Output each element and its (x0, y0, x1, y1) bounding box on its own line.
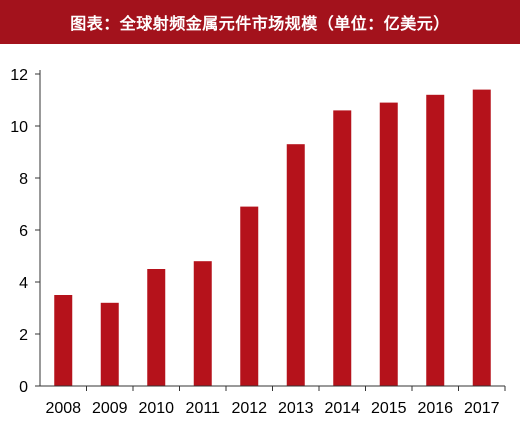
x-tick-label: 2010 (138, 400, 174, 417)
bar-2015 (379, 102, 398, 386)
x-tick-label: 2011 (186, 400, 221, 417)
bar-2016 (426, 94, 445, 387)
x-axis: 2008 2009 2010 2011 2012 2013 2014 2015 2016 2017 (40, 385, 506, 417)
bar-2011 (193, 261, 212, 386)
bar-2008 (54, 295, 73, 386)
y-tick-label: 0 (19, 379, 28, 396)
x-tick-label: 2012 (231, 400, 267, 417)
x-tick-label: 2015 (371, 400, 407, 417)
chart-title: 图表：全球射频金属元件市场规模（单位：亿美元） (70, 14, 450, 33)
x-tick-label: 2013 (278, 400, 314, 417)
y-tick-label: 10 (10, 119, 28, 136)
bars (54, 89, 491, 387)
chart-title-bar: 图表：全球射频金属元件市场规模（单位：亿美元） (0, 0, 520, 44)
bar-2013 (286, 144, 305, 386)
y-axis: 0 2 4 6 8 10 12 (10, 67, 41, 396)
x-tick-label: 2009 (92, 400, 128, 417)
y-tick-label: 8 (19, 171, 28, 188)
bar-2010 (147, 269, 166, 386)
y-tick-label: 12 (10, 67, 28, 84)
y-tick-label: 4 (19, 275, 28, 292)
y-tick-label: 2 (19, 327, 28, 344)
y-tick-label: 6 (19, 223, 28, 240)
x-tick-label: 2014 (324, 400, 360, 417)
bar-2014 (333, 110, 352, 387)
x-tick-label: 2008 (45, 400, 81, 417)
bar-2009 (100, 302, 119, 386)
chart-area: 0 2 4 6 8 10 12 2008 2009 2010 2011 2012 2013 2014 20… (0, 44, 520, 429)
x-tick-label: 2017 (464, 400, 500, 417)
bar-2012 (240, 206, 259, 386)
x-tick-label: 2016 (417, 400, 453, 417)
bar-2017 (472, 89, 491, 386)
